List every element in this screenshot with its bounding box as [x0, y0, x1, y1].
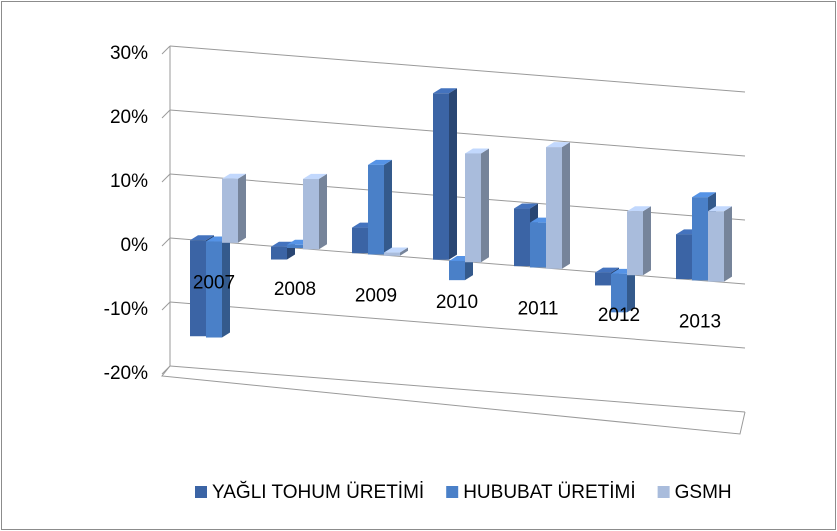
legend-swatch	[446, 486, 459, 498]
tick-mark	[161, 45, 171, 55]
bar	[708, 211, 724, 282]
bar-top	[433, 88, 457, 94]
legend-label: GSMH	[675, 482, 732, 503]
y-tick-label: -10%	[104, 299, 148, 320]
bar-side	[481, 148, 489, 263]
bar-top	[303, 173, 327, 179]
grid-line	[169, 109, 746, 157]
bar-top	[546, 142, 570, 148]
x-tick-label: 2013	[679, 311, 721, 332]
bar	[595, 272, 611, 286]
x-tick-label: 2011	[518, 299, 559, 320]
bar	[384, 252, 400, 256]
grid-line	[169, 365, 746, 413]
bar	[692, 197, 708, 281]
bar-side	[724, 206, 732, 282]
tick-mark	[161, 173, 171, 183]
bar-side	[643, 206, 651, 276]
bar	[287, 244, 303, 248]
bar-top	[368, 159, 392, 165]
y-tick-label: 20%	[110, 107, 148, 128]
bar-top	[465, 148, 489, 154]
bar	[433, 93, 449, 260]
bar-side	[449, 88, 457, 260]
tick-mark	[161, 109, 171, 119]
bar	[368, 164, 384, 255]
tick-mark	[161, 237, 171, 247]
bar	[449, 260, 465, 281]
bar	[530, 222, 546, 268]
floor	[161, 365, 746, 435]
x-tick-label: 2010	[436, 292, 478, 313]
bar-side	[562, 142, 570, 269]
legend-swatch	[657, 486, 670, 498]
bar	[271, 246, 287, 260]
x-tick-label: 2012	[598, 305, 640, 326]
bar-top	[384, 247, 408, 253]
bar-top	[708, 206, 732, 212]
bar	[206, 241, 222, 338]
bar	[627, 211, 643, 276]
bar	[465, 153, 481, 263]
bar	[190, 240, 206, 337]
y-tick-label: 10%	[110, 171, 148, 192]
bar-side	[238, 173, 246, 243]
grid-line	[169, 45, 746, 93]
bar	[222, 178, 238, 243]
bar-top	[692, 192, 716, 198]
bar-side	[222, 236, 230, 338]
bar-side	[319, 173, 327, 250]
bar	[676, 234, 692, 280]
y-tick-label: 0%	[121, 235, 149, 256]
bar	[514, 208, 530, 267]
legend-label: YAĞLI TOHUM ÜRETİMİ	[212, 481, 424, 503]
x-tick-label: 2008	[274, 279, 316, 300]
y-tick-label: -20%	[104, 363, 148, 384]
bar	[611, 273, 627, 313]
bar-side	[384, 159, 392, 255]
bar	[546, 147, 562, 269]
bar	[303, 178, 319, 250]
bar-top	[222, 173, 246, 179]
bar-top	[190, 235, 214, 241]
bar-top	[627, 206, 651, 212]
y-tick-label: 30%	[110, 43, 148, 64]
tick-mark	[161, 365, 171, 375]
legend-label: HUBUBAT ÜRETİMİ	[463, 482, 635, 503]
x-tick-label: 2009	[355, 286, 397, 307]
grid-line	[169, 301, 746, 349]
bar	[352, 227, 368, 254]
legend-swatch	[195, 486, 207, 498]
bar-top	[595, 267, 619, 273]
x-tick-label: 2007	[193, 273, 235, 294]
tick-mark	[161, 301, 171, 311]
bar-top	[514, 203, 538, 209]
bar-side	[627, 268, 635, 313]
bar-side	[400, 247, 408, 256]
